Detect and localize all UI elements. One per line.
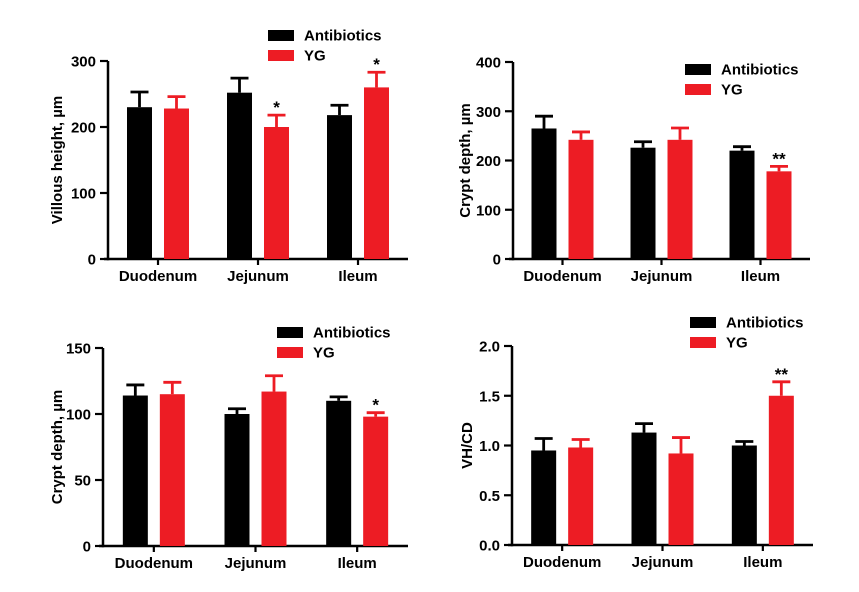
y-tick-label: 300 [476,104,501,121]
legend-label-antibiotics: Antibiotics [304,28,382,45]
bar-chart-1: 0 100 200 300 Villous height, µm Duodenum Jeju… [49,28,408,285]
bar-antibiotics-ileum [326,400,352,546]
bar-antibiotics-jejunum [631,432,657,545]
legend-label-yg: YG [721,82,743,99]
y-tick-label: 200 [476,153,501,170]
bar-antibiotics-duodenum [127,107,152,259]
x-category-label: Duodenum [119,268,197,285]
legend-label-yg: YG [304,48,326,65]
bar-chart-4: 0.0 0.5 1.0 1.5 2.0 VH/CD Duodenum Jejunum Ileum… [459,315,813,571]
x-category-label: Jejunum [632,554,694,571]
y-axis-title: VH/CD [459,422,476,469]
y-axis-title: Villous height, µm [49,96,66,224]
x-category-label: Ileum [338,555,377,572]
x-category-label: Ileum [743,554,782,571]
y-tick-label: 50 [74,473,91,490]
bar-yg-jejunum [667,139,693,259]
bar-antibiotics-jejunum [630,147,656,259]
legend-swatch-yg [277,347,303,358]
x-category-label: Jejunum [227,268,289,285]
bar-yg-duodenum [568,447,594,545]
y-tick-label: 0 [83,539,91,556]
y-tick-label: 0 [88,252,96,269]
bar-antibiotics-ileum [731,445,757,545]
y-tick-label: 100 [476,202,501,219]
y-tick-label: 200 [71,120,96,137]
bar-yg-jejunum [264,127,289,259]
bar-yg-ileum [768,395,794,545]
significance-marker-yg-jejunum: * [273,98,280,117]
legend-swatch-antibiotics [685,64,711,75]
bar-yg-duodenum [568,139,594,259]
legend-swatch-yg [685,84,711,95]
chart-panel-crypt-depth-upper: 0 100 200 300 400 Crypt depth, µm Duodenum Jeju… [430,0,859,301]
y-tick-label: 0.5 [479,488,500,505]
legend-swatch-antibiotics [277,327,303,338]
y-tick-label: 300 [71,54,96,71]
y-axis-title: Crypt depth, µm [49,390,66,504]
bar-chart-3: 0 50 100 150 Crypt depth, µm Duodenum Jejunum I… [49,325,408,572]
y-tick-label: 150 [66,341,91,358]
x-category-label: Duodenum [523,554,601,571]
bar-chart-2: 0 100 200 300 400 Crypt depth, µm Duodenum Jeju… [457,55,810,285]
x-category-label: Jejunum [631,268,693,285]
y-tick-label: 2.0 [479,339,500,356]
y-tick-label: 0.0 [479,538,500,555]
chart-panel-crypt-depth-lower: 0 50 100 150 Crypt depth, µm Duodenum Jejunum I… [0,296,430,592]
significance-marker-yg-ileum: ** [772,149,786,168]
significance-marker-yg-ileum: * [373,55,380,74]
x-category-label: Duodenum [115,555,193,572]
y-tick-label: 1.0 [479,438,500,455]
bar-antibiotics-jejunum [224,414,250,546]
legend-swatch-antibiotics [268,30,294,41]
legend-label-yg: YG [726,335,748,352]
x-category-label: Ileum [338,268,377,285]
bar-yg-jejunum [261,391,287,546]
bar-antibiotics-duodenum [531,450,557,545]
bar-yg-duodenum [164,108,189,260]
chart-panel-villous-height: 0 100 200 300 Villous height, µm Duodenum Jeju… [0,0,430,301]
legend-label-yg: YG [313,345,335,362]
y-tick-label: 1.5 [479,388,500,405]
y-tick-label: 400 [476,55,501,72]
x-category-label: Jejunum [225,555,287,572]
bar-yg-jejunum [668,453,694,545]
y-tick-label: 100 [71,186,96,203]
x-category-label: Duodenum [523,268,601,285]
x-category-label: Ileum [741,268,780,285]
bar-yg-ileum [363,416,389,546]
bar-antibiotics-ileum [729,150,755,259]
bar-yg-ileum [364,87,389,260]
significance-marker-yg-ileum: ** [775,365,789,384]
bar-antibiotics-jejunum [227,92,252,260]
y-axis-title: Crypt depth, µm [457,103,474,217]
legend-swatch-yg [690,337,716,348]
y-tick-label: 0 [493,252,501,269]
legend-label-antibiotics: Antibiotics [721,62,799,79]
significance-marker-yg-ileum: * [372,396,379,415]
bar-antibiotics-ileum [327,115,352,260]
legend-label-antibiotics: Antibiotics [313,325,391,342]
legend-swatch-yg [268,50,294,61]
legend-label-antibiotics: Antibiotics [726,315,804,332]
y-tick-label: 100 [66,407,91,424]
bar-yg-ileum [766,171,792,259]
bar-antibiotics-duodenum [531,128,557,259]
bar-antibiotics-duodenum [122,395,148,546]
legend-swatch-antibiotics [690,317,716,328]
chart-panel-vh-cd-ratio: 0.0 0.5 1.0 1.5 2.0 VH/CD Duodenum Jejunum Ileum… [430,296,859,592]
bar-yg-duodenum [159,394,185,546]
